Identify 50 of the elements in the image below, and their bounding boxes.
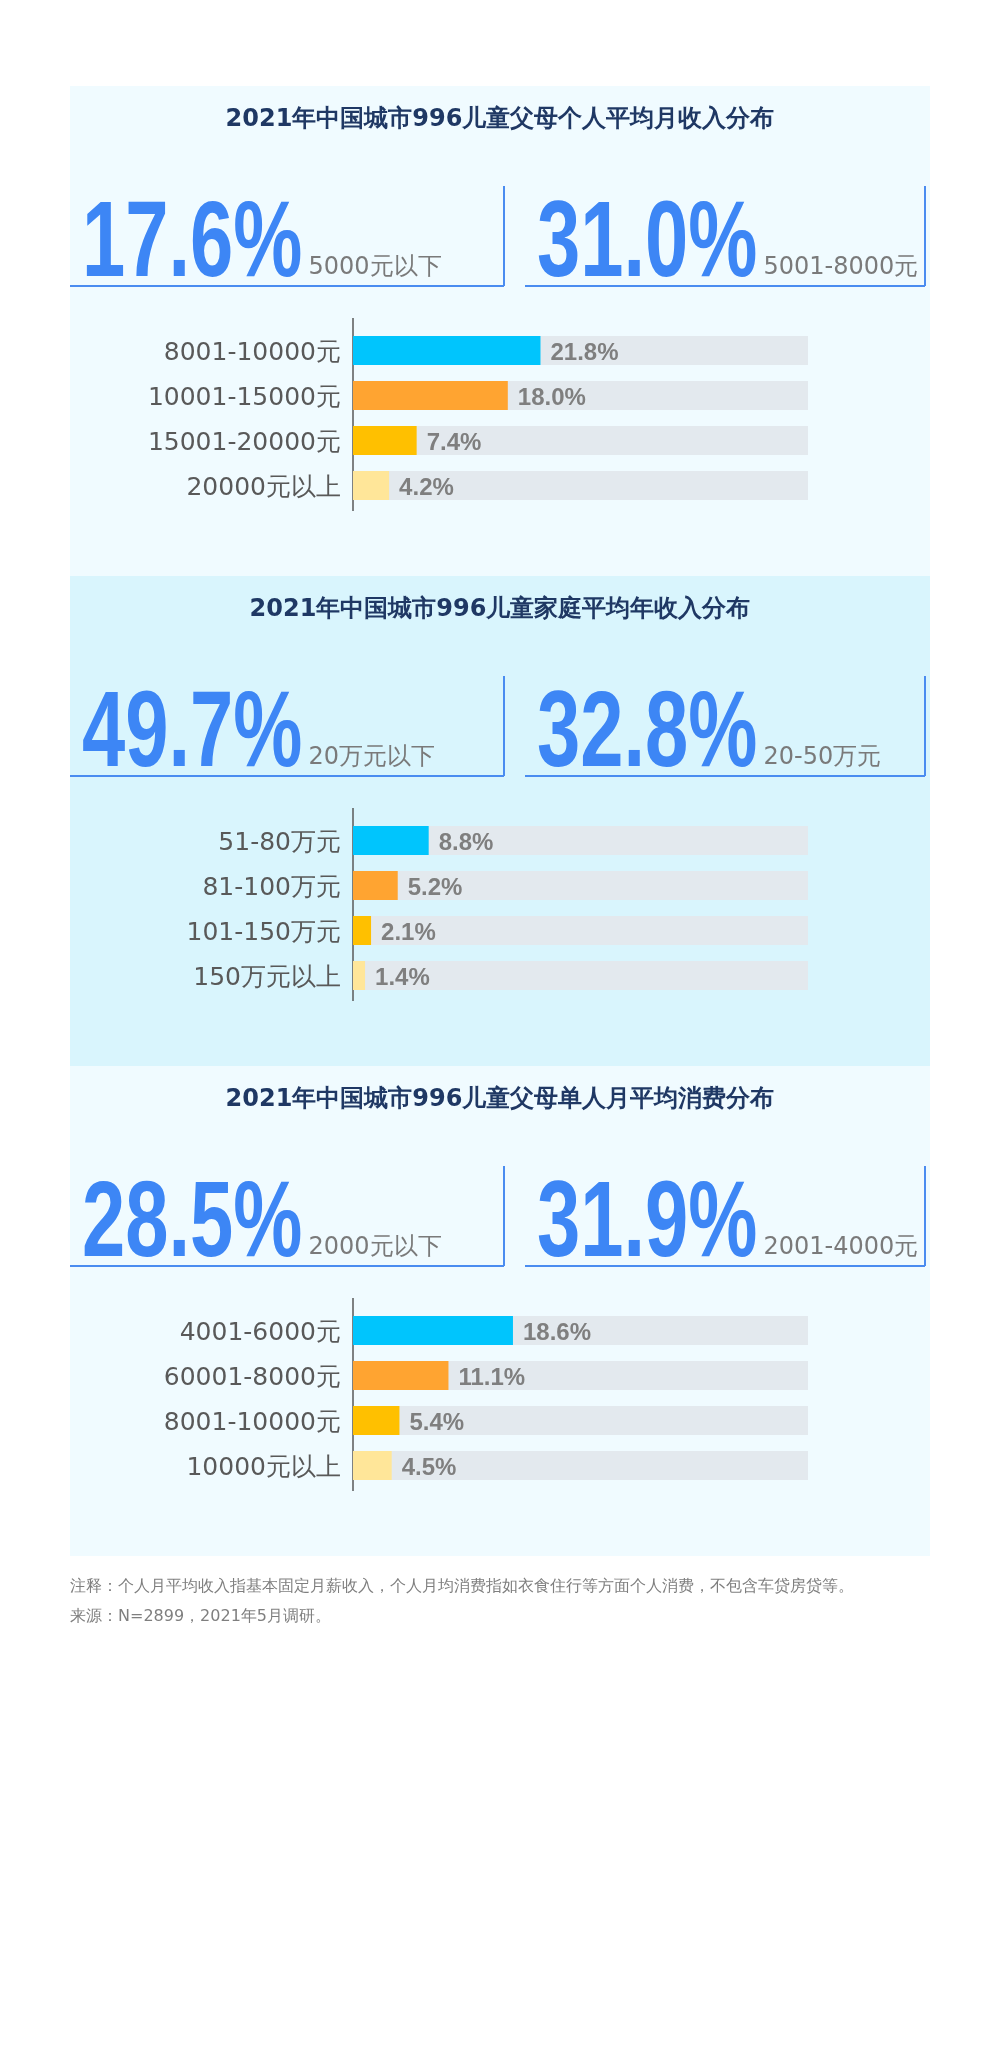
- y-tick-label: 51-80万元: [218, 826, 341, 856]
- y-tick-label: 8001-10000元: [163, 1406, 341, 1436]
- bar: [353, 1361, 449, 1390]
- data-label: 1.4%: [375, 962, 430, 990]
- bar: [353, 916, 372, 945]
- y-tick-label: 15001-20000元: [147, 426, 341, 456]
- bar: [353, 471, 390, 500]
- source-note: 来源：N=2899，2021年5月调研。: [70, 1606, 331, 1625]
- bar: [353, 1406, 400, 1435]
- text: 注释：个人月平均收入指基本固定月薪收入，个人月均消费指如衣食住行等方面个人消费，不包含车贷房贷等。: [70, 1576, 854, 1595]
- data-label: 2.1%: [381, 917, 436, 945]
- text: 5001-8000元: [763, 252, 919, 280]
- bar: [353, 826, 429, 855]
- bar: [353, 426, 417, 455]
- data-label: 7.4%: [426, 427, 482, 455]
- y-tick-label: 60001-8000元: [163, 1361, 341, 1391]
- y-tick-label: 10000元以上: [186, 1451, 341, 1481]
- data-label: 18.6%: [522, 1317, 592, 1345]
- text: 2021年中国城市996儿童家庭平均年收入分布: [249, 594, 751, 622]
- data-label: 11.1%: [458, 1362, 526, 1390]
- bar: [353, 871, 398, 900]
- text: 31.9%: [537, 1158, 758, 1279]
- y-tick-label: 150万元以上: [193, 961, 341, 991]
- chart-title: 2021年中国城市996儿童父母单人月平均消费分布: [225, 1084, 775, 1112]
- data-label: 21.8%: [550, 337, 619, 365]
- text: 20万元以下: [308, 742, 436, 770]
- text: 2001-4000元: [763, 1232, 919, 1260]
- chart-title: 2021年中国城市996儿童父母个人平均月收入分布: [225, 104, 775, 132]
- text: 20-50万元: [763, 742, 882, 770]
- text: 28.5%: [82, 1158, 303, 1279]
- text: 31.0%: [537, 178, 758, 299]
- data-label: 5.4%: [409, 1407, 465, 1435]
- text: 17.6%: [82, 178, 303, 299]
- y-tick-label: 20000元以上: [186, 471, 341, 501]
- text: 5000元以下: [308, 252, 442, 280]
- data-label: 8.8%: [438, 827, 494, 855]
- y-tick-label: 10001-15000元: [147, 381, 341, 411]
- data-label: 5.2%: [407, 872, 463, 900]
- bar: [353, 961, 366, 990]
- y-tick-label: 101-150万元: [186, 916, 341, 946]
- text: 2000元以下: [308, 1232, 442, 1260]
- data-label: 18.0%: [517, 382, 586, 410]
- data-label: 4.5%: [401, 1452, 457, 1480]
- data-label: 4.2%: [399, 472, 454, 500]
- bar: [353, 1451, 392, 1480]
- text: 32.8%: [537, 668, 758, 789]
- y-tick-label: 8001-10000元: [163, 336, 341, 366]
- y-tick-label: 81-100万元: [202, 871, 341, 901]
- y-tick-label: 4001-6000元: [179, 1316, 341, 1346]
- text: 49.7%: [82, 668, 303, 789]
